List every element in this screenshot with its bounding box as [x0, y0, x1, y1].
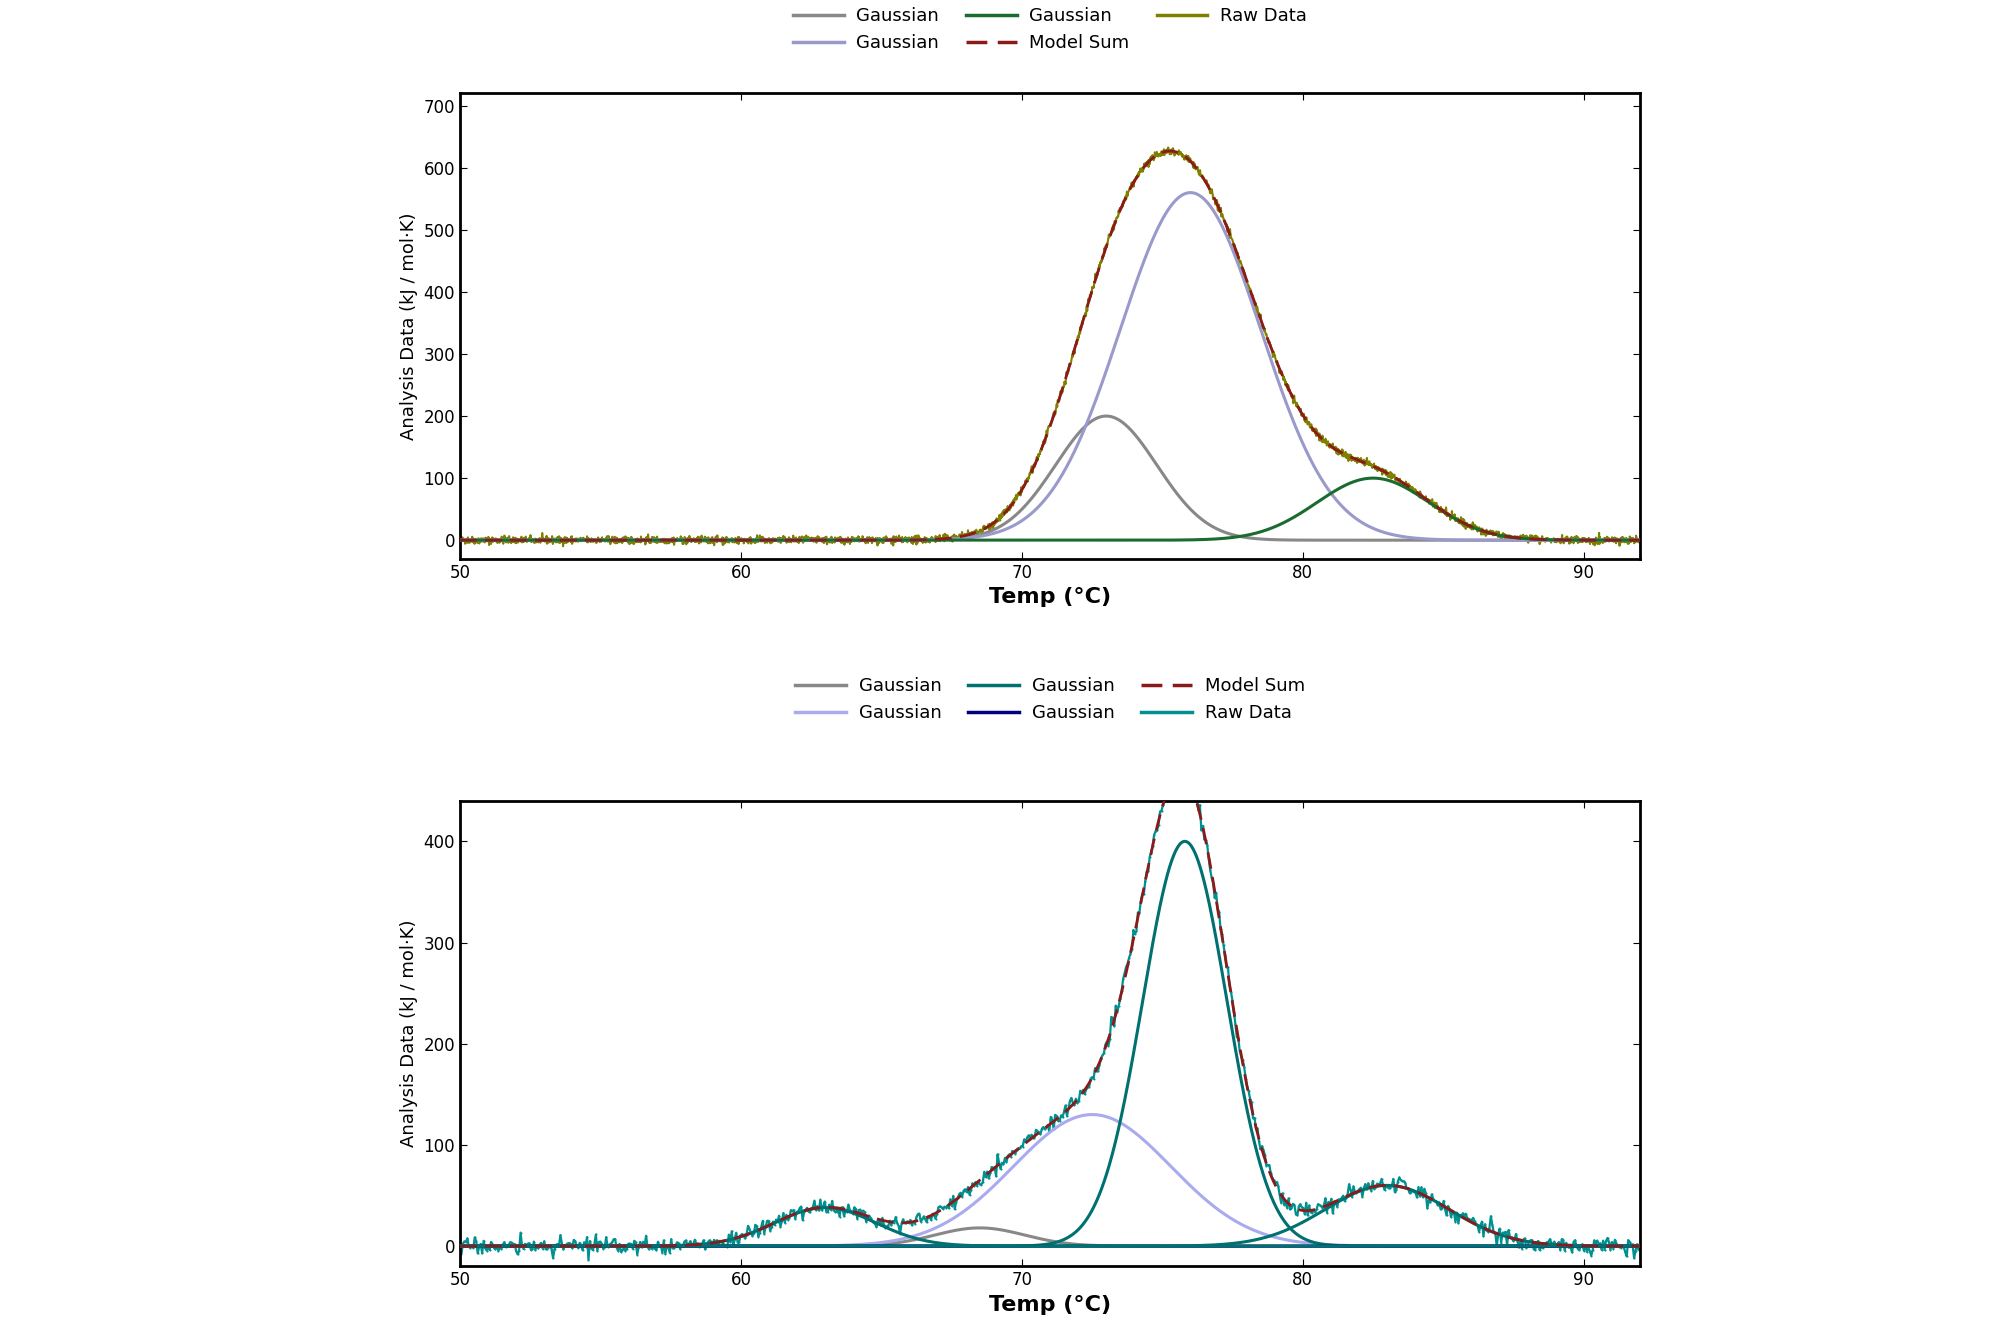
Y-axis label: Analysis Data (kJ / mol·K): Analysis Data (kJ / mol·K) [400, 212, 418, 440]
Y-axis label: Analysis Data (kJ / mol·K): Analysis Data (kJ / mol·K) [400, 920, 418, 1148]
X-axis label: Temp (°C): Temp (°C) [988, 588, 1112, 608]
Legend: Gaussian, Gaussian, Gaussian, Model Sum, Raw Data: Gaussian, Gaussian, Gaussian, Model Sum,… [786, 0, 1314, 60]
Legend: Gaussian, Gaussian, Gaussian, Gaussian, Model Sum, Raw Data: Gaussian, Gaussian, Gaussian, Gaussian, … [788, 670, 1312, 729]
X-axis label: Temp (°C): Temp (°C) [988, 1294, 1112, 1314]
